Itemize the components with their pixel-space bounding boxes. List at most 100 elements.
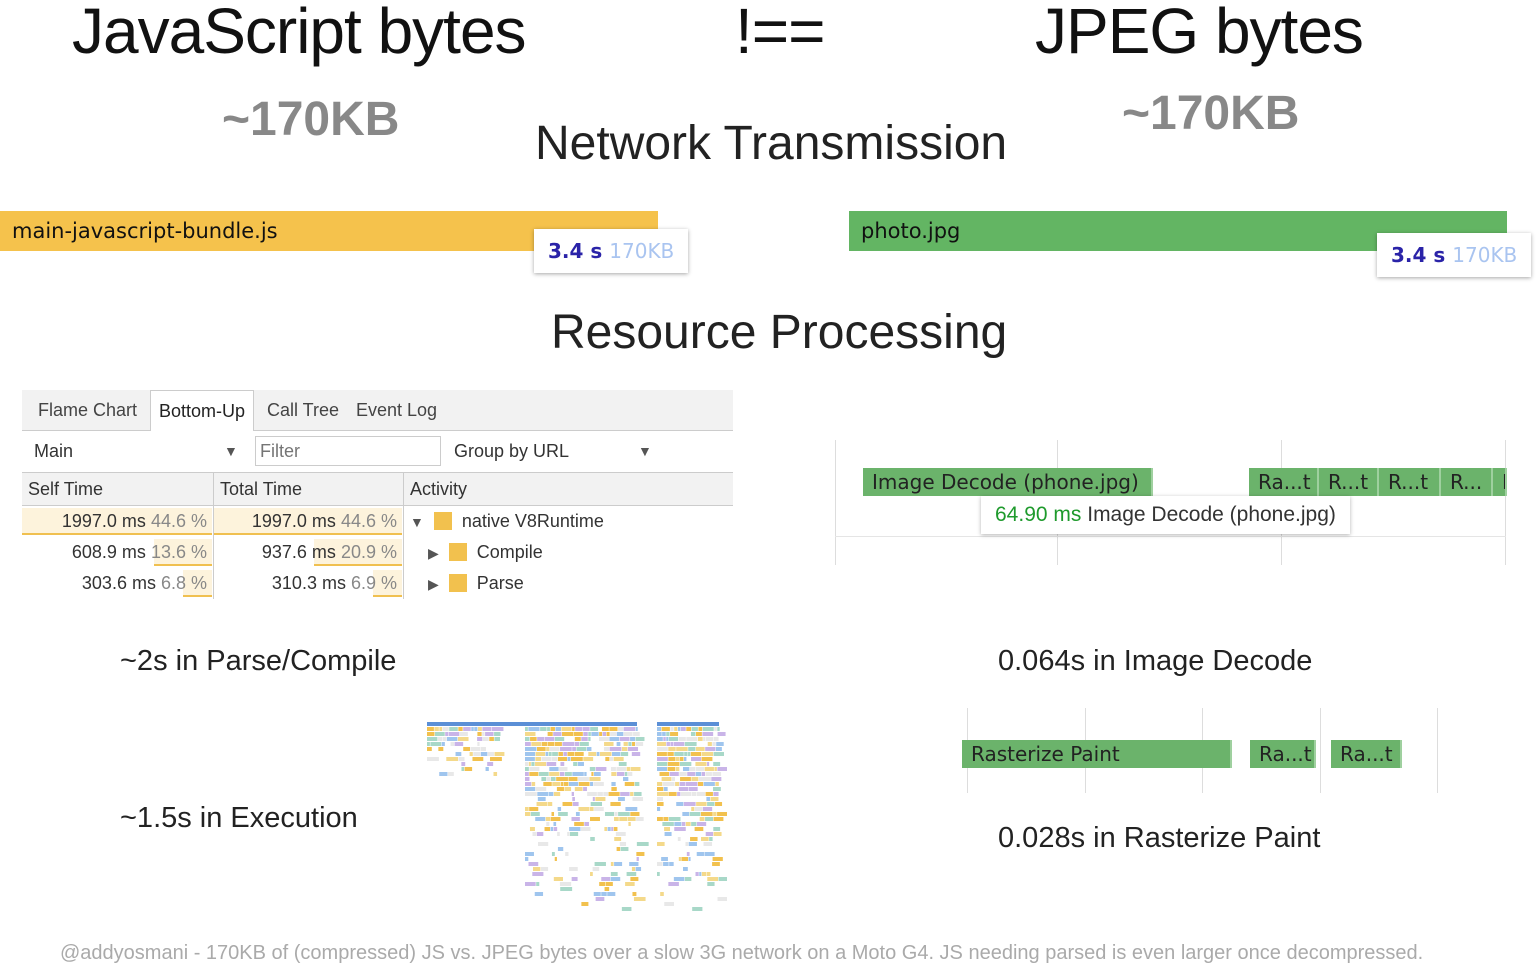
flame-frame	[705, 737, 714, 741]
tab-flame-chart[interactable]: Flame Chart	[38, 400, 138, 420]
flame-frame	[676, 747, 688, 751]
flame-frame	[613, 757, 624, 761]
flame-frame	[713, 762, 721, 766]
execution-flame-chart-thumbnail	[427, 722, 727, 911]
expanded-arrow-icon[interactable]: ▼	[410, 514, 424, 530]
flame-frame	[691, 822, 697, 826]
flame-frame	[525, 757, 535, 761]
category-color-icon	[448, 574, 467, 592]
flame-frame	[530, 737, 537, 741]
flame-frame	[427, 742, 430, 746]
tab-event-log[interactable]: Event Log	[356, 400, 438, 420]
col-total-time[interactable]: Total Time	[214, 473, 404, 505]
flame-frame	[696, 802, 707, 806]
self-time: 303.6 ms	[81, 573, 156, 593]
flame-frame	[707, 762, 710, 766]
flame-frame	[584, 822, 589, 826]
collapsed-arrow-icon[interactable]: ▶	[428, 576, 439, 592]
flame-frame	[461, 762, 466, 766]
table-row[interactable]: 608.9 ms 13.6 % 937.6 ms 20.9 % ▶ Compile	[22, 537, 733, 568]
flame-frame	[701, 757, 713, 761]
devtools-tabs: Flame Chart Bottom-Up Call Tree Event Lo…	[22, 390, 733, 431]
flame-frame	[619, 842, 627, 846]
flame-frame	[701, 752, 714, 756]
flame-frame	[482, 737, 489, 741]
flame-frame	[553, 792, 561, 796]
flame-frame	[439, 772, 448, 776]
flame-frame	[679, 772, 687, 776]
flame-frame	[657, 742, 666, 746]
flame-frame	[625, 882, 635, 886]
flame-frame	[438, 747, 444, 751]
flame-frame	[551, 852, 555, 856]
flame-frame	[680, 727, 686, 731]
flame-frame	[590, 872, 593, 876]
rasterize-small-bar[interactable]: R...t	[1319, 468, 1379, 496]
flame-frame	[560, 887, 573, 891]
flame-frame	[547, 802, 553, 806]
col-self-time[interactable]: Self Time	[22, 473, 214, 505]
filter-input[interactable]	[255, 436, 441, 466]
flame-frame	[712, 862, 720, 866]
caption-decode: 0.064s in Image Decode	[998, 645, 1313, 677]
flame-frame	[675, 782, 680, 786]
flame-frame	[599, 752, 612, 756]
rasterize-small-bar[interactable]: R...	[1441, 468, 1493, 496]
group-by-select[interactable]: Group by URL ▼	[454, 441, 652, 462]
flame-frame	[619, 737, 630, 741]
flame-frame	[636, 842, 649, 846]
flame-frame	[561, 727, 572, 731]
image-decode-bar[interactable]: Image Decode (phone.jpg)	[863, 468, 1153, 496]
flame-frame	[678, 737, 686, 741]
flame-frame	[666, 742, 670, 746]
rasterize-small-bar[interactable]: Ra...t	[1331, 740, 1402, 768]
flame-frame	[683, 867, 688, 871]
flame-frame	[630, 792, 634, 796]
collapsed-arrow-icon[interactable]: ▶	[428, 545, 439, 561]
rasterize-small-bar[interactable]: R...t	[1379, 468, 1441, 496]
flame-frame	[581, 902, 589, 906]
bottom-up-table: Self Time Total Time Activity 1997.0 ms …	[22, 472, 733, 599]
activity-name: native V8Runtime	[461, 511, 604, 531]
flame-frame	[696, 732, 702, 736]
flame-frame	[712, 742, 716, 746]
flame-frame	[696, 792, 706, 796]
tab-bottom-up[interactable]: Bottom-Up	[150, 390, 255, 431]
flame-frame	[710, 797, 719, 801]
flame-frame	[574, 737, 581, 741]
rasterize-small-bar[interactable]: Ra...t	[1250, 740, 1316, 768]
flame-frame	[657, 862, 663, 866]
flame-frame	[657, 792, 669, 796]
col-activity[interactable]: Activity	[410, 479, 468, 499]
rasterize-small-bar[interactable]: R	[1493, 468, 1507, 496]
flame-frame	[561, 782, 564, 786]
table-row[interactable]: 1997.0 ms 44.6 % 1997.0 ms 44.6 % ▼ nativ…	[22, 506, 733, 537]
thread-select[interactable]: Main ▼	[34, 441, 238, 462]
flame-frame	[588, 737, 591, 741]
flame-frame	[434, 732, 445, 736]
flame-frame	[661, 777, 672, 781]
flame-frame	[593, 892, 601, 896]
flame-frame	[707, 877, 719, 881]
flame-frame	[684, 742, 697, 746]
rasterize-small-bar[interactable]: Ra...t	[1249, 468, 1319, 496]
rasterize-paint-bar[interactable]: Rasterize Paint	[962, 740, 1232, 768]
flame-frame	[469, 752, 473, 756]
flame-frame	[572, 802, 579, 806]
flame-frame	[442, 727, 449, 731]
flame-frame	[574, 787, 583, 791]
table-row[interactable]: 303.6 ms 6.8 % 310.3 ms 6.9 % ▶ Parse	[22, 568, 733, 599]
flame-frame	[695, 762, 707, 766]
flame-frame	[705, 832, 714, 836]
flame-frame	[678, 787, 688, 791]
flame-frame	[669, 862, 674, 866]
flame-frame	[525, 742, 531, 746]
flame-frame	[668, 757, 676, 761]
flame-frame	[535, 762, 547, 766]
total-percent: 6.9 %	[350, 573, 397, 593]
flame-frame	[529, 807, 539, 811]
tab-call-tree[interactable]: Call Tree	[267, 400, 340, 420]
flame-frame	[605, 757, 610, 761]
flame-frame	[677, 792, 681, 796]
flame-frame	[594, 807, 604, 811]
